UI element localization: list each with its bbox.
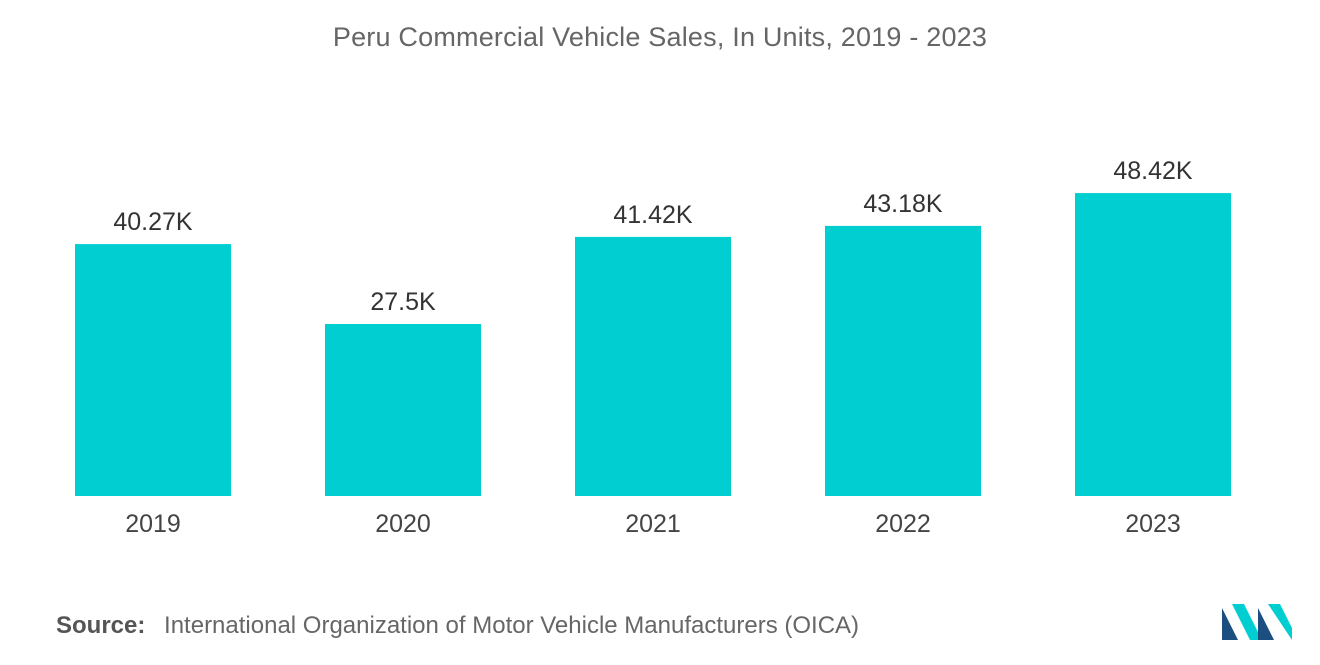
mordor-intelligence-logo-icon [1222,604,1292,640]
source-text: International Organization of Motor Vehi… [164,612,860,639]
value-labels-group: 40.27K 27.5K 41.42K 43.18K 48.42K [113,157,1193,316]
x-tick-label-2022: 2022 [875,510,931,538]
value-label-2021: 41.42K [613,201,693,229]
x-axis-ticks: 2019 2020 2021 2022 2023 [125,510,1181,538]
bar-2020 [325,324,481,496]
logo-shape-right [1258,608,1274,640]
bars-group [75,193,1231,496]
logo-shape-left [1222,608,1238,640]
value-label-2019: 40.27K [113,208,193,236]
logo-shape-far-right [1268,604,1292,640]
chart-title: Peru Commercial Vehicle Sales, In Units,… [332,22,988,52]
source-note: Source: International Organization of Mo… [56,612,859,640]
value-label-2022: 43.18K [863,190,943,218]
value-label-2023: 48.42K [1113,157,1193,185]
bar-2019 [75,244,231,496]
x-tick-label-2023: 2023 [1125,510,1181,538]
x-tick-label-2021: 2021 [625,510,681,538]
source-label: Source: [56,612,146,639]
logo-shape-mid [1232,604,1262,640]
x-tick-label-2019: 2019 [125,510,181,538]
x-tick-label-2020: 2020 [375,510,431,538]
value-label-2020: 27.5K [370,288,436,316]
bar-2022 [825,225,981,496]
bar-2023 [1075,193,1231,496]
bar-2021 [575,236,731,496]
